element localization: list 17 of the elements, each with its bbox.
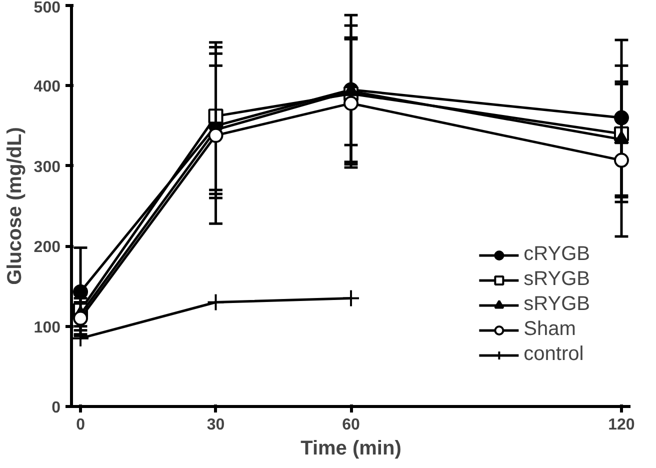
- y-tick-label: 400: [34, 78, 61, 96]
- x-tick-label: 60: [342, 416, 360, 434]
- y-axis-title: Glucose (mg/dL): [4, 127, 26, 285]
- y-tick-label: 300: [34, 158, 61, 176]
- y-tick-label: 200: [34, 239, 61, 256]
- legend-label: Sham: [524, 318, 576, 341]
- y-tick-label: 0: [52, 400, 61, 416]
- legend-label: control: [524, 343, 584, 366]
- x-tick-label: 120: [608, 416, 635, 434]
- y-tick-label: 100: [34, 319, 61, 336]
- legend-label: sRYGB: [524, 268, 590, 291]
- x-tick-label: 0: [76, 416, 86, 434]
- y-tick-label: 500: [34, 0, 61, 16]
- x-axis-title: Time (min): [300, 438, 402, 460]
- legend-label: sRYGB: [524, 293, 590, 316]
- legend-label: cRYGB: [524, 243, 590, 266]
- x-tick-label: 30: [206, 416, 225, 434]
